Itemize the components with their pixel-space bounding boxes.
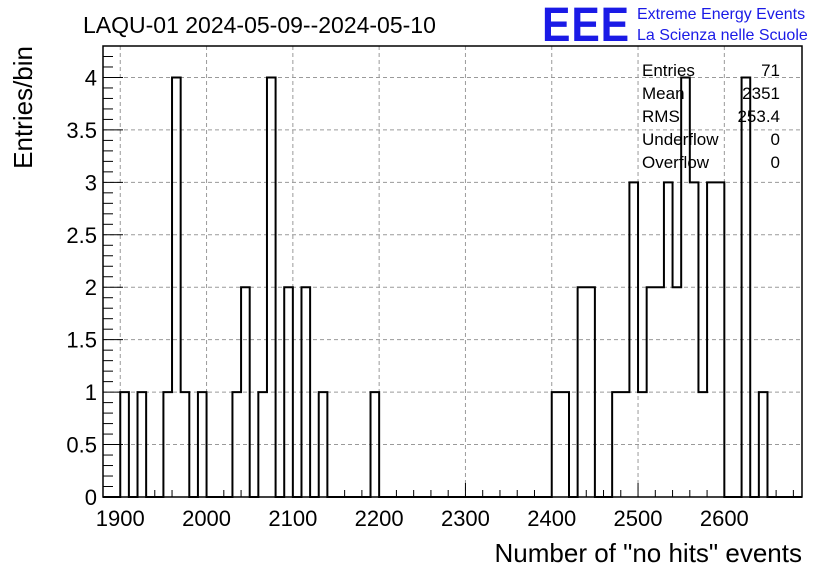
stats-entries-label: Entries bbox=[642, 61, 695, 80]
histogram-bin bbox=[319, 392, 328, 497]
y-tick-label: 1.5 bbox=[66, 328, 97, 353]
x-tick-label: 2000 bbox=[182, 506, 231, 531]
y-tick-label: 3.5 bbox=[66, 118, 97, 143]
histogram-bin bbox=[621, 392, 630, 497]
eee-logo-line2: La Scienza nelle Scuole bbox=[637, 27, 808, 44]
eee-logo-mark: EEE bbox=[542, 0, 630, 52]
histogram-bin bbox=[742, 77, 751, 497]
histogram-bin bbox=[759, 392, 768, 497]
x-axis-label: Number of "no hits" events bbox=[495, 538, 803, 568]
histogram-bin bbox=[673, 287, 682, 497]
histogram-bin bbox=[655, 287, 664, 497]
histogram-bin bbox=[120, 392, 129, 497]
stats-box: Entries 71 Mean 2351 RMS 253.4 Underflow… bbox=[642, 61, 780, 172]
y-tick-label: 3 bbox=[85, 170, 97, 195]
x-tick-label: 2300 bbox=[441, 506, 490, 531]
tick-labels: 1900 2000 2100 2200 2300 2400 2500 2600 0 0.5 1 1.5… bbox=[66, 65, 748, 531]
histogram-bin bbox=[371, 392, 380, 497]
stats-rms-label: RMS bbox=[642, 107, 680, 126]
histogram-bin bbox=[301, 287, 310, 497]
stats-mean-value: 2351 bbox=[742, 84, 780, 103]
histogram-bin bbox=[586, 287, 595, 497]
chart-title: LAQU-01 2024-05-09--2024-05-10 bbox=[83, 12, 436, 38]
eee-logo: EEE Extreme Energy Events La Scienza nel… bbox=[542, 0, 808, 52]
histogram-bin bbox=[241, 287, 250, 497]
stats-mean-label: Mean bbox=[642, 84, 685, 103]
x-tick-label: 2600 bbox=[700, 506, 749, 531]
x-tick-label: 2400 bbox=[527, 506, 576, 531]
histogram-bin bbox=[629, 182, 638, 497]
stats-underflow-value: 0 bbox=[771, 130, 780, 149]
stats-rms-value: 253.4 bbox=[737, 107, 780, 126]
histogram-bin bbox=[172, 77, 181, 497]
x-tick-label: 2500 bbox=[614, 506, 663, 531]
eee-logo-line1: Extreme Energy Events bbox=[637, 6, 805, 23]
histogram-bin bbox=[698, 392, 707, 497]
histogram-bin bbox=[647, 287, 656, 497]
histogram-bin bbox=[284, 287, 293, 497]
y-tick-label: 0 bbox=[85, 485, 97, 510]
histogram-bin bbox=[560, 392, 569, 497]
histogram-bin bbox=[707, 182, 716, 497]
stats-overflow-value: 0 bbox=[771, 153, 780, 172]
histogram-bin bbox=[638, 392, 647, 497]
histogram-bin bbox=[258, 392, 267, 497]
histogram-bin bbox=[690, 182, 699, 497]
plot-frame bbox=[102, 45, 803, 498]
stats-overflow-label: Overflow bbox=[642, 153, 710, 172]
axis-ticks bbox=[102, 45, 794, 498]
histogram-bin bbox=[267, 77, 276, 497]
histogram-bin bbox=[198, 392, 207, 497]
stats-underflow-label: Underflow bbox=[642, 130, 719, 149]
histogram-bin bbox=[138, 392, 147, 497]
histogram-bin bbox=[716, 182, 725, 497]
histogram-bin bbox=[578, 287, 587, 497]
x-tick-label: 2100 bbox=[268, 506, 317, 531]
x-tick-label: 1900 bbox=[96, 506, 145, 531]
y-tick-label: 0.5 bbox=[66, 433, 97, 458]
histogram-bin bbox=[163, 392, 172, 497]
histogram-bin bbox=[181, 392, 190, 497]
histogram-bin bbox=[612, 392, 621, 497]
y-axis-label: Entries/bin bbox=[8, 46, 38, 169]
y-tick-label: 4 bbox=[85, 65, 97, 90]
histogram-bin bbox=[232, 392, 241, 497]
y-tick-label: 2 bbox=[85, 275, 97, 300]
histogram-bin bbox=[664, 182, 673, 497]
y-tick-label: 1 bbox=[85, 380, 97, 405]
x-tick-label: 2200 bbox=[355, 506, 404, 531]
histogram-bin bbox=[552, 392, 561, 497]
y-tick-label: 2.5 bbox=[66, 223, 97, 248]
stats-entries-value: 71 bbox=[761, 61, 780, 80]
